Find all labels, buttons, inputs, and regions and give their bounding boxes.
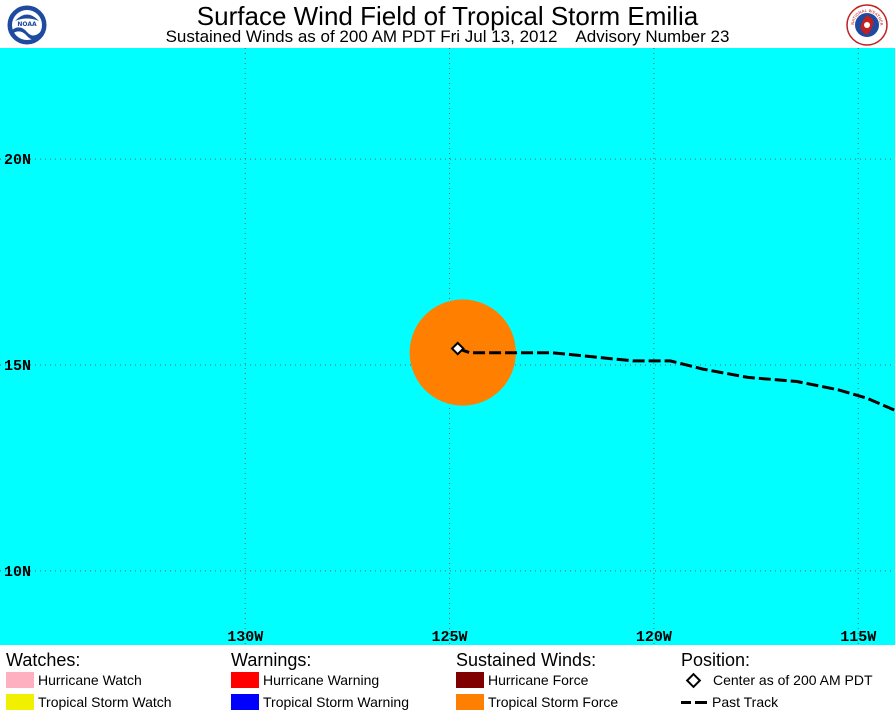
grid-labels: 20N 15N 10N 130W 125W 120W 115W xyxy=(4,152,876,645)
track-dash-icon xyxy=(681,701,691,704)
map-title: Surface Wind Field of Tropical Storm Emi… xyxy=(196,1,699,31)
tropical-storm-watch-swatch xyxy=(6,694,34,710)
legend-label: Hurricane Warning xyxy=(263,672,380,688)
past-track-line xyxy=(457,347,895,412)
longitude-label: 125W xyxy=(432,629,468,645)
legend-label: Center as of 200 AM PDT xyxy=(713,672,873,688)
legend-label: Hurricane Force xyxy=(488,672,589,688)
header: NOAA Surface Wind Field of Tropical Stor… xyxy=(0,0,895,48)
track-dash-icon xyxy=(695,701,707,704)
hurricane-force-swatch xyxy=(456,672,484,688)
legend: Watches: Warnings: Sustained Winds: Posi… xyxy=(0,645,895,716)
map-subtitle: Sustained Winds as of 200 AM PDT Fri Jul… xyxy=(0,27,895,47)
longitude-label: 115W xyxy=(840,629,876,645)
hurricane-warning-swatch xyxy=(231,672,259,688)
tropical-storm-force-swatch xyxy=(456,694,484,710)
legend-label: Tropical Storm Watch xyxy=(38,694,172,710)
legend-label: Past Track xyxy=(712,694,779,710)
nws-logo: NATIONAL WEATHER SERVICE xyxy=(846,4,888,46)
lat-lon-grid xyxy=(0,48,895,645)
valid-time: Sustained Winds as of 200 AM PDT Fri Jul… xyxy=(165,27,558,46)
latitude-label: 20N xyxy=(4,152,31,169)
latitude-label: 15N xyxy=(4,358,31,375)
legend-label: Tropical Storm Force xyxy=(488,694,619,710)
legend-warnings-title: Warnings: xyxy=(231,650,312,670)
legend-label: Hurricane Watch xyxy=(38,672,142,688)
noaa-logo: NOAA xyxy=(6,4,48,46)
legend-label: Tropical Storm Warning xyxy=(263,694,410,710)
wind-field xyxy=(409,299,516,406)
legend-watches-title: Watches: xyxy=(6,650,81,670)
tropical-storm-force-wind-area xyxy=(409,299,516,406)
longitude-label: 120W xyxy=(636,629,672,645)
svg-text:NOAA: NOAA xyxy=(17,21,37,28)
legend-winds-title: Sustained Winds: xyxy=(456,650,597,670)
longitude-label: 130W xyxy=(227,629,263,645)
hurricane-watch-swatch xyxy=(6,672,34,688)
storm-track xyxy=(450,341,895,412)
latitude-label: 10N xyxy=(4,564,31,581)
advisory-number: Advisory Number 23 xyxy=(575,27,730,46)
storm-map: 20N 15N 10N 130W 125W 120W 115W xyxy=(0,48,895,645)
center-diamond-icon xyxy=(685,672,702,689)
legend-position-title: Position: xyxy=(681,650,751,670)
tropical-storm-warning-swatch xyxy=(231,694,259,710)
storm-center-marker xyxy=(450,341,465,356)
